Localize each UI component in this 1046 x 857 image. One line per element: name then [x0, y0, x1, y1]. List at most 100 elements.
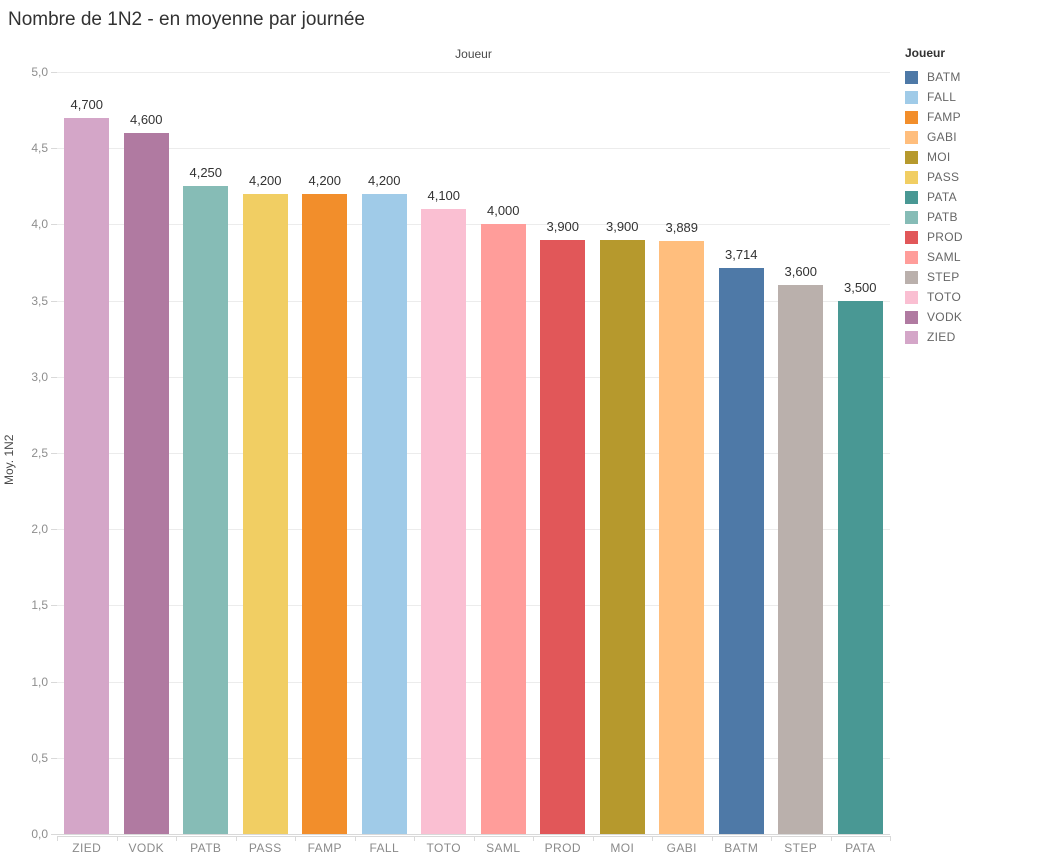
chart-title: Nombre de 1N2 - en moyenne par journée: [8, 9, 365, 30]
legend-label: PATB: [927, 210, 958, 224]
y-tick-label: 0,0: [31, 827, 48, 841]
x-axis-header: Joueur: [455, 47, 492, 61]
x-tick-label-PATB: PATB: [190, 841, 222, 855]
bar-PATB[interactable]: [183, 186, 229, 834]
x-axis-tick: [295, 836, 296, 841]
x-axis-tick: [652, 836, 653, 841]
bar-FALL[interactable]: [361, 193, 407, 834]
x-axis-tick: [711, 836, 713, 841]
y-tick-mark-3,5: [51, 300, 57, 302]
gridline-2,0: [57, 529, 890, 531]
x-tick-label-PROD: PROD: [544, 841, 581, 855]
y-tick-label: 2,0: [31, 522, 48, 537]
bar-FAMP[interactable]: [302, 193, 348, 834]
gridline-1,5: [57, 605, 890, 607]
legend-swatch-STEP: [905, 270, 918, 284]
y-tick-mark-1,0: [51, 681, 57, 683]
legend-item-SAML[interactable]: SAML: [905, 247, 963, 267]
gridline-4,5: [57, 148, 890, 150]
legend-item-PATB[interactable]: PATB: [905, 207, 963, 227]
legend-label: VODK: [927, 310, 963, 324]
bar-VODK[interactable]: [123, 132, 169, 834]
x-axis-tick: [414, 836, 415, 841]
legend-title: Joueur: [905, 46, 946, 60]
y-tick-mark-0,0: [51, 834, 57, 835]
bar-BATM[interactable]: [718, 267, 764, 834]
legend-item-STEP[interactable]: STEP: [905, 267, 963, 287]
legend-item-TOTO[interactable]: TOTO: [905, 287, 963, 307]
y-tick-mark-4,5: [51, 148, 57, 150]
x-axis-tick: [176, 836, 177, 841]
legend-item-GABI[interactable]: GABI: [905, 127, 963, 147]
x-tick-label-FAMP: FAMP: [307, 841, 342, 855]
bar-value-label: 4,000: [486, 203, 520, 219]
legend-swatch-GABI: [905, 130, 918, 144]
legend-item-FALL[interactable]: FALL: [905, 87, 963, 107]
bar-PROD[interactable]: [540, 239, 586, 834]
bar-value-label: 4,200: [248, 172, 282, 188]
x-tick-label-STEP: STEP: [784, 841, 818, 855]
y-tick-label: 4,0: [31, 217, 48, 232]
bar-TOTO[interactable]: [421, 209, 467, 834]
bar-value-label: 4,700: [70, 96, 104, 112]
legend-label: STEP: [927, 270, 960, 284]
legend-swatch-FALL: [905, 90, 918, 104]
y-tick-label: 3,0: [31, 369, 48, 384]
y-tick-mark-0,5: [51, 757, 57, 759]
legend-label: TOTO: [927, 290, 962, 304]
y-tick-label: 4,5: [31, 141, 48, 156]
bar-ZIED[interactable]: [64, 117, 110, 834]
y-tick-label: 1,0: [31, 674, 48, 689]
y-tick-label: 3,5: [31, 293, 48, 308]
legend-item-PATA[interactable]: PATA: [905, 187, 963, 207]
y-tick-label: 5,0: [31, 65, 48, 79]
x-tick-label-SAML: SAML: [486, 841, 521, 855]
x-axis-tick: [235, 836, 237, 841]
legend: Joueur BATM FALL FAMP GABI MOI PASS PATA PATB PR…: [905, 46, 963, 347]
legend-swatch-PATA: [905, 190, 918, 204]
y-tick-mark-2,5: [51, 453, 57, 454]
legend-item-PASS[interactable]: PASS: [905, 167, 963, 187]
legend-item-BATM[interactable]: BATM: [905, 67, 963, 87]
legend-label: PASS: [927, 170, 960, 184]
legend-swatch-FAMP: [905, 110, 918, 124]
y-tick-label: 2,5: [31, 446, 48, 460]
gridline-4,0: [57, 224, 890, 226]
legend-label: GABI: [927, 130, 957, 144]
bar-value-label: 4,600: [129, 111, 163, 127]
legend-item-PROD[interactable]: PROD: [905, 227, 963, 247]
legend-swatch-ZIED: [905, 330, 918, 344]
bar-value-label: 4,200: [308, 172, 342, 188]
x-tick-label-BATM: BATM: [724, 841, 759, 855]
bar-STEP[interactable]: [778, 285, 824, 834]
x-axis-tick: [830, 836, 832, 841]
legend-item-FAMP[interactable]: FAMP: [905, 107, 963, 127]
gridline-0,0: [57, 834, 890, 835]
legend-item-MOI[interactable]: MOI: [905, 147, 963, 167]
legend-item-ZIED[interactable]: ZIED: [905, 327, 963, 347]
gridline-5,0: [57, 72, 890, 73]
x-tick-label-TOTO: TOTO: [426, 841, 461, 855]
legend-label: FAMP: [927, 110, 961, 124]
gridline-0,5: [57, 757, 890, 759]
legend-label: FALL: [927, 90, 957, 104]
legend-swatch-BATM: [905, 70, 918, 84]
gridline-1,0: [57, 681, 890, 683]
bar-MOI[interactable]: [599, 239, 645, 834]
bar-value-label: 3,889: [665, 220, 699, 236]
bar-PATA[interactable]: [837, 300, 883, 834]
bar-PASS[interactable]: [242, 193, 288, 834]
bar-SAML[interactable]: [480, 224, 526, 834]
legend-label: ZIED: [927, 330, 956, 344]
legend-swatch-PASS: [905, 170, 918, 184]
bar-GABI[interactable]: [659, 241, 705, 834]
bar-value-label: 3,500: [843, 279, 877, 295]
legend-item-VODK[interactable]: VODK: [905, 307, 963, 327]
y-tick-mark-3,0: [51, 376, 57, 378]
x-axis-tick: [771, 836, 772, 841]
legend-swatch-SAML: [905, 250, 918, 264]
x-tick-label-PATA: PATA: [845, 841, 876, 855]
x-tick-label-ZIED: ZIED: [72, 841, 102, 855]
legend-swatch-TOTO: [905, 290, 918, 304]
